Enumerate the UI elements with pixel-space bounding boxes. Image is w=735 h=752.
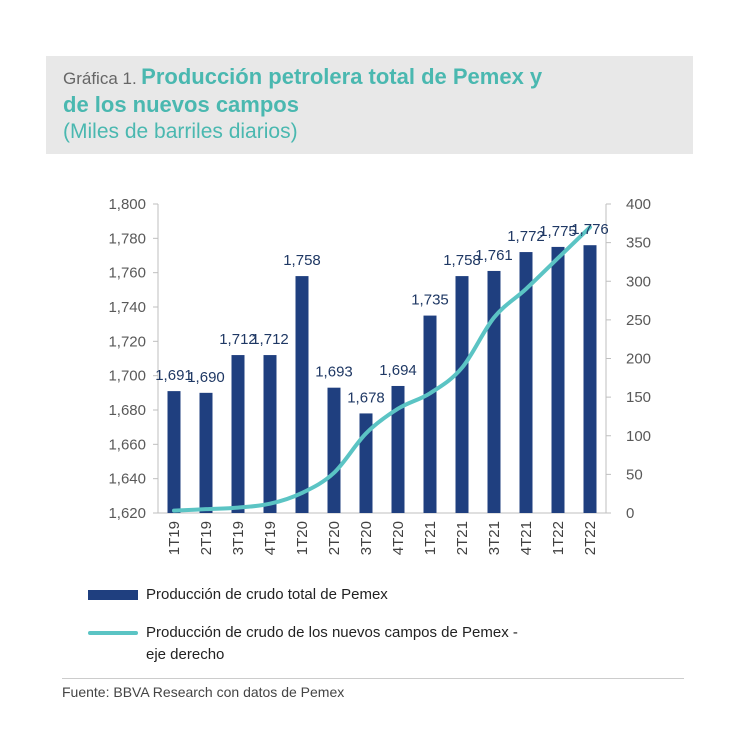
right-tick-label: 200 (626, 351, 651, 368)
x-tick-label: 3T20 (358, 521, 375, 555)
bar-data-label: 1,775 (539, 223, 577, 240)
left-tick-label: 1,640 (108, 471, 146, 488)
x-tick-label: 1T19 (166, 521, 183, 555)
chart-title-continued: de los nuevos campos (63, 92, 299, 117)
chart-number: Gráfica 1. (63, 69, 137, 88)
x-tick-label: 4T21 (518, 521, 535, 555)
legend-item-line: Producción de crudo de los nuevos campos… (88, 622, 518, 666)
bar-4T20 (391, 385, 405, 513)
bar-4T21 (519, 252, 533, 514)
legend-label-line: Producción de crudo de los nuevos campos… (146, 622, 518, 666)
x-tick-label: 2T20 (326, 521, 343, 555)
bar-data-label: 1,678 (347, 389, 385, 406)
left-tick-label: 1,700 (108, 368, 146, 385)
left-tick-label: 1,680 (108, 402, 146, 419)
left-tick-label: 1,760 (108, 265, 146, 282)
left-tick-label: 1,620 (108, 505, 146, 522)
bar-1T22 (551, 246, 565, 513)
right-tick-label: 350 (626, 235, 651, 252)
bar-1T21 (423, 315, 437, 513)
right-tick-label: 50 (626, 466, 643, 483)
right-tick-label: 100 (626, 428, 651, 445)
x-tick-label: 2T19 (198, 521, 215, 555)
title-line-1: Gráfica 1. Producción petrolera total de… (63, 64, 542, 90)
left-tick-label: 1,720 (108, 333, 146, 350)
bar-3T21 (487, 270, 501, 513)
bar-data-label: 1,776 (571, 221, 609, 238)
bar-data-label: 1,761 (475, 247, 513, 264)
bar-3T19 (231, 355, 245, 513)
source-note: Fuente: BBVA Research con datos de Pemex (62, 684, 345, 700)
x-tick-label: 2T21 (454, 521, 471, 555)
chart-subtitle: (Miles de barriles diarios) (63, 120, 298, 143)
left-tick-label: 1,800 (108, 196, 146, 213)
left-tick-label: 1,660 (108, 436, 146, 453)
legend-item-bars: Producción de crudo total de Pemex (88, 584, 388, 606)
bar-1T19 (167, 391, 181, 513)
x-tick-label: 3T19 (230, 521, 247, 555)
chart-title: Producción petrolera total de Pemex y (141, 64, 543, 89)
right-tick-label: 150 (626, 389, 651, 406)
left-tick-label: 1,780 (108, 230, 146, 247)
right-tick-label: 300 (626, 273, 651, 290)
chart-header: Gráfica 1. Producción petrolera total de… (46, 56, 693, 154)
bar-2T20 (327, 387, 341, 513)
x-tick-label: 3T21 (486, 521, 503, 555)
x-tick-label: 4T20 (390, 521, 407, 555)
x-tick-label: 4T19 (262, 521, 279, 555)
right-tick-label: 0 (626, 505, 634, 522)
bar-1T20 (295, 276, 309, 513)
right-tick-label: 250 (626, 312, 651, 329)
bar-data-label: 1,735 (411, 292, 449, 309)
right-tick-label: 400 (626, 196, 651, 213)
bar-data-label: 1,694 (379, 362, 417, 379)
bar-data-label: 1,691 (155, 367, 193, 384)
x-tick-label: 1T20 (294, 521, 311, 555)
legend-label-bars: Producción de crudo total de Pemex (146, 586, 388, 603)
x-tick-label: 2T22 (582, 521, 599, 555)
left-tick-label: 1,740 (108, 299, 146, 316)
bar-data-label: 1,693 (315, 364, 353, 381)
bar-2T19 (199, 392, 213, 513)
x-tick-label: 1T21 (422, 521, 439, 555)
legend-swatch-line (88, 631, 138, 635)
new-fields-line (172, 225, 592, 513)
source-divider (62, 678, 684, 679)
bar-data-label: 1,712 (251, 331, 289, 348)
bar-data-label: 1,758 (283, 252, 321, 269)
bar-4T19 (263, 355, 277, 513)
legend-swatch-bars (88, 590, 138, 600)
bar-data-label: 1,690 (187, 369, 225, 386)
production-chart: 1,620 1,640 1,660 1,680 1,700 1,720 1,740 1,760… (108, 196, 651, 555)
bar-data-label: 1,772 (507, 228, 545, 245)
legend-label-line-1: Producción de crudo de los nuevos campos… (146, 624, 518, 641)
bar-2T21 (455, 276, 469, 513)
bar-data-label: 1,758 (443, 252, 481, 269)
bar-data-label: 1,712 (219, 331, 257, 348)
x-tick-label: 1T22 (550, 521, 567, 555)
legend-label-line-2: eje derecho (146, 646, 225, 663)
bar-2T22 (583, 245, 597, 513)
